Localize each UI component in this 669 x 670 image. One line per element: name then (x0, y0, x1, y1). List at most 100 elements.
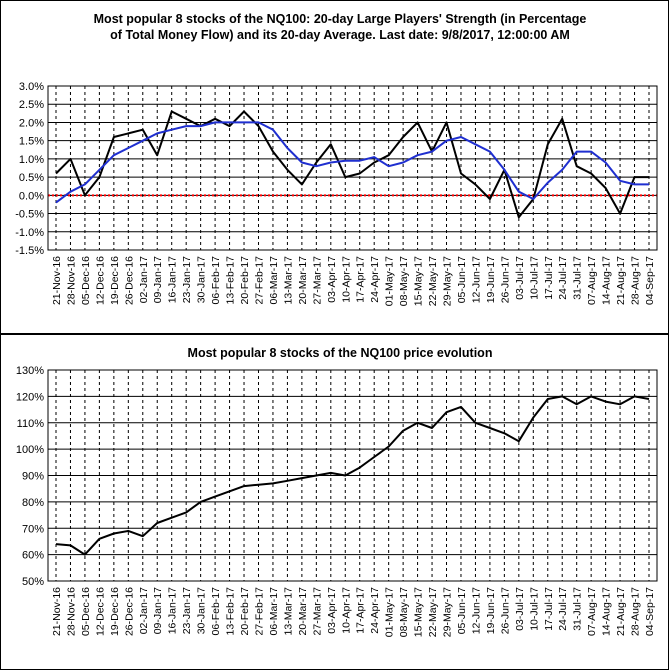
chart2-x-tick-label: 04-Sep-17 (644, 587, 656, 636)
chart1-x-tick-label: 23-Jan-17 (181, 256, 193, 303)
chart1-x-tick-label: 04-Sep-17 (644, 256, 656, 305)
chart2-y-tick-label: 70% (22, 523, 44, 535)
chart2-y-tick-label: 130% (16, 365, 44, 377)
chart1-x-tick-label: 27-Feb-17 (253, 256, 265, 305)
chart2-x-tick-label: 19-Jun-17 (485, 587, 497, 634)
chart2-x-tick-label: 13-Feb-17 (225, 587, 237, 636)
chart2-x-tick-label: 10-Apr-17 (340, 587, 352, 634)
chart1-series-2-line (55, 121, 649, 204)
chart1-x-tick-label: 10-Apr-17 (340, 256, 352, 303)
chart2-x-tick-label: 16-Jan-17 (167, 587, 179, 634)
chart2-x-tick-label: 02-Jan-17 (138, 587, 150, 634)
chart2-x-tick-label: 08-May-17 (398, 587, 410, 637)
chart1-title-line1: Most popular 8 stocks of the NQ100: 20-d… (93, 12, 587, 26)
chart1-series-1-line (55, 110, 649, 219)
chart2-plot-border (47, 369, 658, 582)
chart1-x-tick-label: 19-Dec-16 (109, 256, 121, 305)
chart2-x-tick-label: 29-May-17 (442, 587, 454, 637)
chart1-y-tick-label: 0.0% (19, 190, 44, 202)
chart1-x-tick-label: 12-Jun-17 (470, 256, 482, 303)
chart1-x-tick-label: 24-Jul-17 (557, 256, 569, 300)
chart2-x-tick-label: 12-Jun-17 (470, 587, 482, 634)
chart1-x-tick-label: 16-Jan-17 (167, 256, 179, 303)
chart2-x-tick-label: 17-Apr-17 (355, 587, 367, 634)
chart1-x-tick-label: 08-May-17 (398, 256, 410, 306)
chart1-y-tick-label: 1.5% (19, 136, 44, 148)
chart2-x-tick-label: 23-Jan-17 (181, 587, 193, 634)
chart2-x-tick-label: 17-Jul-17 (543, 587, 555, 631)
chart1-title: Most popular 8 stocks of the NQ100: 20-d… (40, 11, 640, 43)
chart2-x-tick-label: 21-Nov-16 (51, 587, 63, 636)
chart2-x-tick-label: 26-Dec-16 (123, 587, 135, 636)
chart2-x-tick-label: 05-Dec-16 (80, 587, 92, 636)
chart1-x-tick-label: 13-Mar-17 (282, 256, 294, 305)
chart1-x-tick-label: 20-Mar-17 (297, 256, 309, 305)
chart1-x-tick-label: 29-May-17 (442, 256, 454, 306)
chart2-x-tick-label: 10-Jul-17 (528, 587, 540, 631)
chart1-x-tick-label: 07-Aug-17 (586, 256, 598, 305)
chart1-x-tick-label: 24-Apr-17 (369, 256, 381, 303)
chart2-y-tick-label: 60% (22, 550, 44, 562)
chart1-x-tick-label: 27-Mar-17 (311, 256, 323, 305)
chart1-y-tick-label: 3.0% (19, 81, 44, 93)
chart2-x-tick-label: 28-Aug-17 (630, 587, 642, 636)
chart1-y-tick-label: 2.5% (19, 99, 44, 111)
chart2-x-tick-label: 20-Mar-17 (297, 587, 309, 636)
chart1-x-tick-label: 31-Jul-17 (572, 256, 584, 300)
chart2-x-tick-label: 20-Feb-17 (239, 587, 251, 636)
chart2-y-tick-label: 50% (22, 576, 44, 588)
chart1-x-tick-label: 03-Jul-17 (514, 256, 526, 300)
chart1-x-tick-label: 19-Jun-17 (485, 256, 497, 303)
chart1-y-tick-label: -1.0% (15, 227, 44, 239)
chart2-y-tick-label: 90% (22, 471, 44, 483)
chart1-x-tick-label: 14-Aug-17 (601, 256, 613, 305)
chart1-x-tick-label: 10-Jul-17 (528, 256, 540, 300)
chart1-x-tick-label: 30-Jan-17 (196, 256, 208, 303)
chart1-x-tick-label: 28-Aug-17 (630, 256, 642, 305)
chart1-x-tick-label: 09-Jan-17 (152, 256, 164, 303)
chart2-x-tick-label: 31-Jul-17 (572, 587, 584, 631)
chart2-y-tick-label: 120% (16, 391, 44, 403)
chart1-x-tick-label: 28-Nov-16 (65, 256, 77, 305)
chart2-x-tick-label: 27-Mar-17 (311, 587, 323, 636)
panel-divider (0, 333, 669, 335)
chart1-x-tick-label: 20-Feb-17 (239, 256, 251, 305)
chart2-x-tick-label: 24-Apr-17 (369, 587, 381, 634)
chart1-x-tick-label: 17-Jul-17 (543, 256, 555, 300)
chart1-x-tick-label: 13-Feb-17 (225, 256, 237, 305)
chart2-y-tick-label: 80% (22, 497, 44, 509)
chart2-x-tick-label: 03-Jul-17 (514, 587, 526, 631)
chart2-y-tick-label: 110% (17, 418, 45, 430)
chart1-plot-area (47, 85, 658, 251)
chart2-x-tick-label: 14-Aug-17 (601, 587, 613, 636)
chart1-y-tick-label: -0.5% (15, 209, 44, 221)
chart1-x-tick-label: 15-May-17 (413, 256, 425, 306)
chart1-title-line2: of Total Money Flow) and its 20-day Aver… (110, 28, 570, 42)
chart1-x-tick-label: 02-Jan-17 (138, 256, 150, 303)
chart2-x-tick-label: 28-Nov-16 (65, 587, 77, 636)
chart2-x-tick-label: 27-Feb-17 (253, 587, 265, 636)
chart1-x-tick-label: 05-Jun-17 (456, 256, 468, 303)
chart2-x-tick-label: 19-Dec-16 (109, 587, 121, 636)
chart2-x-tick-label: 12-Dec-16 (94, 587, 106, 636)
chart1-x-tick-label: 26-Jun-17 (499, 256, 511, 303)
chart2-title: Most popular 8 stocks of the NQ100 price… (187, 346, 493, 360)
chart2-x-tick-label: 22-May-17 (427, 587, 439, 637)
chart1-x-tick-label: 21-Nov-16 (51, 256, 63, 305)
chart1-y-tick-label: 0.5% (19, 172, 44, 184)
chart2-x-tick-label: 05-Jun-17 (456, 587, 468, 634)
chart2-x-tick-label: 09-Jan-17 (152, 587, 164, 634)
chart2-x-tick-label: 07-Aug-17 (586, 587, 598, 636)
chart1-x-tick-label: 26-Dec-16 (123, 256, 135, 305)
chart1-x-tick-label: 12-Dec-16 (94, 256, 106, 305)
chart2-x-tick-label: 21-Aug-17 (615, 587, 627, 636)
chart1-x-tick-label: 06-Mar-17 (268, 256, 280, 305)
chart2-y-tick-label: 100% (16, 444, 44, 456)
chart2-x-tick-label: 30-Jan-17 (196, 587, 208, 634)
chart1-y-tick-label: 1.0% (19, 154, 44, 166)
chart1-x-tick-label: 03-Apr-17 (326, 256, 338, 303)
chart2-x-tick-label: 06-Mar-17 (268, 587, 280, 636)
chart1-x-tick-label: 01-May-17 (384, 256, 396, 306)
chart1-x-tick-label: 05-Dec-16 (80, 256, 92, 305)
